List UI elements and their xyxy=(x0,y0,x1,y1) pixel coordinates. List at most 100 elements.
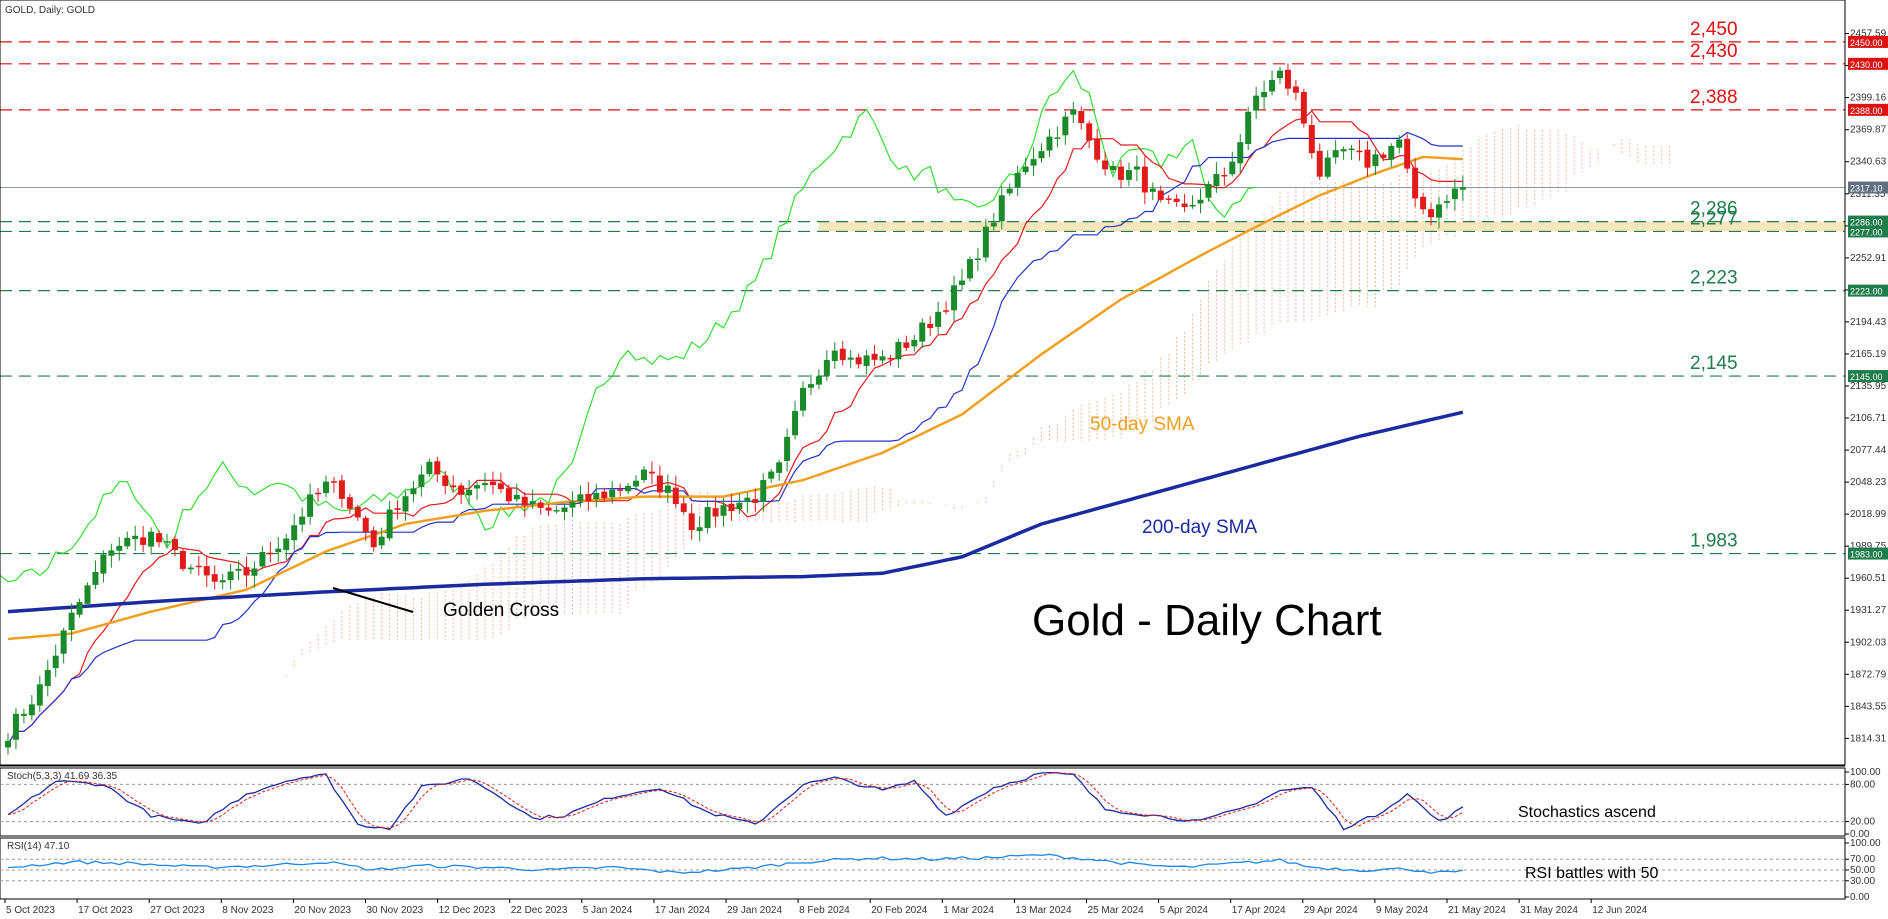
level-label: 2,223 xyxy=(1690,268,1738,289)
level-tag-text: 2286.00 xyxy=(1850,218,1883,228)
candlesticks xyxy=(5,63,1466,755)
level-tag-text: 2388.00 xyxy=(1850,106,1883,116)
y-tick-label: 1960.51 xyxy=(1850,573,1887,584)
candle-body xyxy=(680,503,687,512)
candle-body xyxy=(1205,183,1212,198)
osc-tick-label: 80.00 xyxy=(1850,779,1875,790)
level-tag xyxy=(1848,35,1888,48)
level-tag-text: 2223.00 xyxy=(1850,287,1883,297)
candle-body xyxy=(235,568,242,571)
candle-body xyxy=(871,353,878,360)
candle-body xyxy=(179,550,186,569)
candle-body xyxy=(815,376,822,385)
candle-body xyxy=(919,322,926,342)
candle-body xyxy=(299,516,306,525)
osc-tick-label: 70.00 xyxy=(1850,854,1875,865)
candle-body xyxy=(1269,79,1276,92)
candle-body xyxy=(1253,95,1260,111)
candle-body xyxy=(1292,86,1299,93)
candle-body xyxy=(974,258,981,260)
x-tick-label: 17 Jan 2024 xyxy=(655,905,710,916)
candle-body xyxy=(108,550,115,556)
candle-body xyxy=(52,655,59,669)
level-label: 2,430 xyxy=(1690,41,1738,62)
candle-body xyxy=(935,311,942,327)
sma50-line xyxy=(7,155,1463,641)
candle-body xyxy=(148,531,155,547)
candle-body xyxy=(1141,166,1148,193)
candle-body xyxy=(1086,123,1093,141)
candle-body xyxy=(625,485,632,492)
rsi-line xyxy=(7,853,1464,874)
x-tick-label: 20 Nov 2023 xyxy=(294,905,351,916)
x-tick-label: 1 Mar 2024 xyxy=(943,905,994,916)
candle-body xyxy=(728,503,735,512)
candle-body xyxy=(156,533,163,543)
candle-body xyxy=(307,494,314,517)
candle-body xyxy=(776,462,783,473)
golden-cross-label: Golden Cross xyxy=(443,600,559,621)
y-tick-label: 1931.27 xyxy=(1850,605,1887,616)
indicator-lines xyxy=(0,69,1464,745)
candle-body xyxy=(354,506,361,518)
candle-body xyxy=(394,508,401,510)
candle-body xyxy=(132,535,139,540)
level-label: 1,983 xyxy=(1690,531,1738,552)
candle-body xyxy=(903,342,910,348)
x-tick-label: 13 Mar 2024 xyxy=(1015,905,1072,916)
candle-body xyxy=(601,491,608,499)
x-tick-label: 17 Oct 2023 xyxy=(78,905,133,916)
candle-body xyxy=(839,348,846,361)
osc-tick-label: 100.00 xyxy=(1850,767,1881,778)
candle-body xyxy=(1165,198,1172,200)
candle-body xyxy=(1459,187,1466,190)
candle-body xyxy=(434,461,441,475)
candle-body xyxy=(1237,142,1244,164)
level-label: 2,145 xyxy=(1690,353,1738,374)
osc-tick-label: 50.00 xyxy=(1850,865,1875,876)
y-tick-label: 2457.59 xyxy=(1850,29,1887,40)
x-tick-label: 29 Apr 2024 xyxy=(1304,905,1358,916)
y-tick-label: 2077.44 xyxy=(1850,445,1887,456)
x-tick-label: 25 Mar 2024 xyxy=(1088,905,1145,916)
candle-body xyxy=(442,475,449,487)
candle-body xyxy=(569,501,576,508)
candle-body xyxy=(362,517,369,533)
stoch-main-line-signal xyxy=(7,772,1464,829)
candle-body xyxy=(712,508,719,517)
candle-body xyxy=(450,485,457,488)
candle-body xyxy=(1324,157,1331,177)
candle-body xyxy=(927,323,934,328)
x-tick-label: 8 Nov 2023 xyxy=(222,905,274,916)
candle-body xyxy=(1372,154,1379,167)
candle-body xyxy=(537,502,544,508)
candle-body xyxy=(959,280,965,285)
x-tick-label: 12 Dec 2023 xyxy=(439,905,496,916)
rsi-label: RSI(14) 47.10 xyxy=(7,841,70,852)
y-tick-label: 2048.23 xyxy=(1850,477,1887,488)
candle-body xyxy=(1443,201,1450,203)
candle-body xyxy=(259,552,266,567)
candle-body xyxy=(752,499,759,503)
candle-body xyxy=(410,488,417,495)
candle-body xyxy=(1412,167,1419,199)
level-tag-text: 1983.00 xyxy=(1850,550,1883,560)
candle-body xyxy=(966,259,973,279)
candle-body xyxy=(1062,116,1069,136)
candle-body xyxy=(36,684,43,706)
candle-body xyxy=(426,461,433,475)
chikou-span xyxy=(0,69,1257,583)
level-tag xyxy=(1848,370,1888,383)
date-axis: 5 Oct 2023 17 Oct 2023 27 Oct 2023 8 Nov 20… xyxy=(4,899,1648,916)
y-tick-label: 2369.87 xyxy=(1850,125,1887,136)
candle-body xyxy=(863,355,870,367)
x-tick-label: 5 Apr 2024 xyxy=(1160,905,1209,916)
candle-body xyxy=(60,630,67,654)
candle-body xyxy=(792,410,799,436)
candle-body xyxy=(171,539,178,551)
level-tag xyxy=(1848,547,1888,560)
x-tick-label: 30 Nov 2023 xyxy=(367,905,424,916)
candle-body xyxy=(44,669,51,687)
y-tick-label: 2399.16 xyxy=(1850,93,1887,104)
